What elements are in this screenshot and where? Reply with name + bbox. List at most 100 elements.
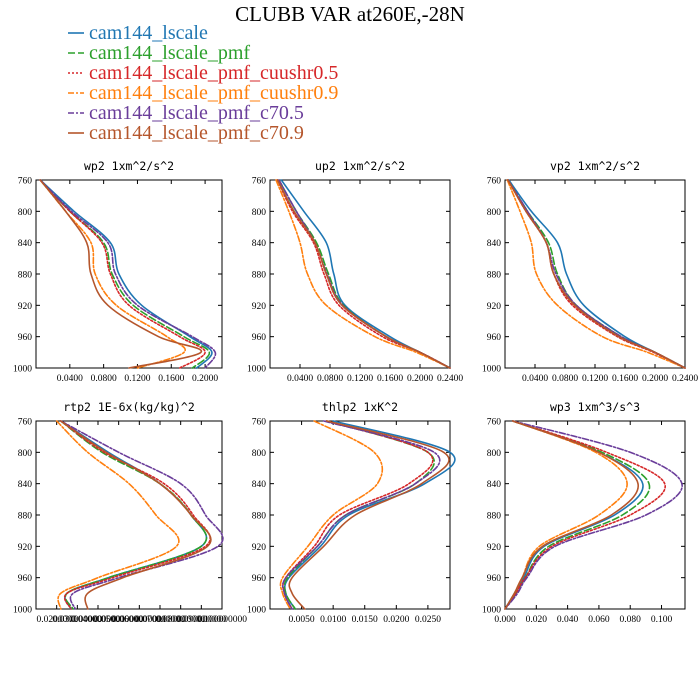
series-line xyxy=(504,420,666,610)
x-tick-label: 0.2400 xyxy=(437,374,463,384)
series-line xyxy=(504,420,651,610)
series-line xyxy=(55,420,180,610)
panel-title: thlp2 1xK^2 xyxy=(322,400,398,414)
series-line xyxy=(39,179,211,369)
x-tick-label: 0.1600 xyxy=(612,374,638,384)
y-tick-label: 1000 xyxy=(247,365,266,375)
x-tick-label: 0.0800 xyxy=(317,374,343,384)
y-tick-label: 880 xyxy=(18,512,33,522)
x-tick-label: 0.1200 xyxy=(347,374,373,384)
x-tick-label: 0.100000000 xyxy=(197,615,247,625)
series-line xyxy=(276,179,451,369)
y-tick-label: 760 xyxy=(487,177,502,187)
y-tick-label: 960 xyxy=(252,333,267,343)
y-tick-label: 760 xyxy=(487,418,502,428)
y-tick-label: 800 xyxy=(18,208,33,218)
series-line xyxy=(283,420,435,610)
legend-item: cam144_lscale_pmf_c70.5 xyxy=(68,102,304,124)
x-tick-label: 0.0050 xyxy=(289,615,315,625)
x-tick-label: 0.1600 xyxy=(158,374,184,384)
y-tick-label: 840 xyxy=(487,480,502,490)
series-line xyxy=(507,179,686,369)
x-tick-label: 0.040 xyxy=(557,615,579,625)
y-tick-label: 880 xyxy=(487,271,502,281)
series-line xyxy=(507,179,686,369)
x-tick-label: 0.0100 xyxy=(320,615,346,625)
y-tick-label: 880 xyxy=(487,512,502,522)
y-tick-label: 760 xyxy=(252,177,267,187)
series-line xyxy=(504,420,639,610)
y-tick-label: 760 xyxy=(18,177,33,187)
x-tick-label: 0.100 xyxy=(651,615,673,625)
series-line xyxy=(39,179,217,369)
y-tick-label: 960 xyxy=(18,333,33,343)
legend-label: cam144_lscale_pmf_cuushr0.9 xyxy=(89,82,338,104)
y-tick-label: 840 xyxy=(18,480,33,490)
y-tick-label: 920 xyxy=(18,543,33,553)
x-tick-label: 0.0250 xyxy=(415,615,441,625)
plot-frame xyxy=(269,179,451,369)
series-line xyxy=(276,179,451,369)
y-tick-label: 760 xyxy=(18,418,33,428)
x-tick-label: 0.020 xyxy=(526,615,548,625)
y-tick-label: 880 xyxy=(252,271,267,281)
series-line xyxy=(506,179,686,369)
y-tick-label: 800 xyxy=(487,449,502,459)
x-tick-label: 0.0400 xyxy=(522,374,548,384)
series-line xyxy=(281,420,441,610)
series-line xyxy=(508,179,686,369)
legend-item: cam144_lscale_pmf xyxy=(68,42,250,64)
panel-title: wp2 1xm^2/s^2 xyxy=(84,159,174,173)
x-tick-label: 0.1200 xyxy=(124,374,150,384)
y-tick-label: 760 xyxy=(252,418,267,428)
x-tick-label: 0.000 xyxy=(494,615,516,625)
y-tick-label: 880 xyxy=(18,271,33,281)
panel: up2 1xm^2/s^2 760 800 840 880 920 960 1000 0.040… xyxy=(247,159,463,384)
series-line xyxy=(288,420,450,610)
series-line xyxy=(275,179,451,369)
y-tick-label: 1000 xyxy=(13,365,32,375)
panel: thlp2 1xK^2 760 800 840 880 920 960 1000 0.0050 0… xyxy=(247,400,456,625)
x-tick-label: 0.2000 xyxy=(192,374,218,384)
y-tick-label: 800 xyxy=(252,449,267,459)
y-tick-label: 1000 xyxy=(482,365,501,375)
x-tick-label: 0.1200 xyxy=(582,374,608,384)
series-line xyxy=(60,420,208,610)
y-tick-label: 880 xyxy=(252,512,267,522)
series-line xyxy=(60,420,224,610)
y-tick-label: 1000 xyxy=(247,606,266,616)
series-line xyxy=(278,179,451,369)
panel: rtp2 1E-6x(kg/kg)^2 760 800 840 880 920 960 100… xyxy=(13,400,247,625)
x-tick-label: 0.090000000 xyxy=(176,615,226,625)
series-line xyxy=(39,179,202,369)
legend: cam144_lscalecam144_lscale_pmfcam144_lsc… xyxy=(68,22,338,144)
x-tick-label: 0.080000000 xyxy=(156,615,206,625)
plot-frame xyxy=(504,179,686,369)
series-line xyxy=(278,179,451,369)
legend-label: cam144_lscale_pmf_c70.9 xyxy=(89,122,304,144)
legend-item: cam144_lscale_pmf_c70.9 xyxy=(68,122,304,144)
x-tick-label: 0.070000000 xyxy=(135,615,185,625)
panel: wp3 1xm^3/s^3 760 800 840 880 920 960 10000.000… xyxy=(482,400,686,625)
series-line xyxy=(60,420,212,610)
y-tick-label: 1000 xyxy=(482,606,501,616)
series-line xyxy=(60,420,208,610)
x-tick-label: 0.0400000001 xyxy=(71,615,126,625)
legend-label: cam144_lscale_pmf_cuushr0.5 xyxy=(89,62,338,84)
x-tick-label: 0.0400 xyxy=(57,374,83,384)
y-tick-label: 840 xyxy=(18,239,33,249)
x-tick-label: 0.2000 xyxy=(642,374,668,384)
y-tick-label: 840 xyxy=(487,239,502,249)
series-line xyxy=(507,179,686,369)
panel-title: rtp2 1E-6x(kg/kg)^2 xyxy=(63,400,195,414)
legend-item: cam144_lscale_pmf_cuushr0.9 xyxy=(68,82,338,104)
panels: wp2 1xm^2/s^2 760 800 840 880 920 960 1000 0.040… xyxy=(13,159,698,625)
y-tick-label: 920 xyxy=(252,302,267,312)
x-tick-label: 0.0150 xyxy=(352,615,378,625)
x-tick-label: 0.1600 xyxy=(377,374,403,384)
panel: vp2 1xm^2/s^2 760 800 840 880 920 960 1000 0.040… xyxy=(482,159,698,384)
y-tick-label: 960 xyxy=(487,333,502,343)
x-tick-label: 0.0200 xyxy=(383,615,409,625)
x-tick-label: 0.2400 xyxy=(672,374,698,384)
